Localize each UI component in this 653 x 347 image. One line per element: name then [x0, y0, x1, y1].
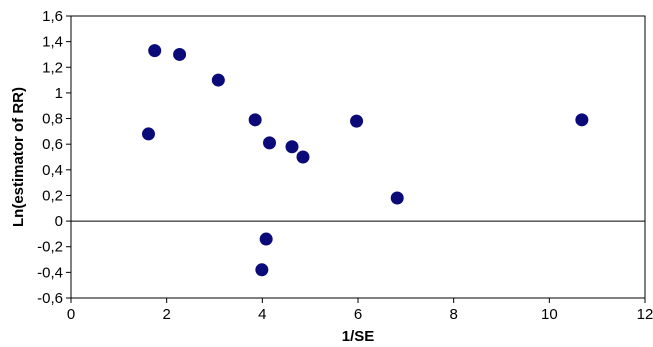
y-axis-ticks: -0,6 -0,4 -0,2 0 0,2 0,4 0,6 0,8 1 1,2 1,4 1,6 — [37, 8, 71, 307]
y-tick-label: 1 — [55, 85, 63, 102]
data-point — [255, 263, 269, 277]
data-point — [263, 136, 277, 150]
x-tick-label: 4 — [258, 306, 266, 323]
data-point — [285, 140, 299, 154]
y-axis-title: Ln(estimator of RR) — [10, 87, 27, 227]
y-tick-label: 0 — [55, 213, 63, 230]
y-tick-label: 1,6 — [42, 8, 63, 25]
x-tick-label: 10 — [541, 306, 558, 323]
data-point — [248, 113, 262, 127]
x-tick-label: 6 — [354, 306, 362, 323]
x-tick-label: 0 — [67, 306, 75, 323]
y-tick-label: -0,6 — [37, 290, 63, 307]
y-tick-label: 0,8 — [42, 111, 63, 128]
x-tick-label: 12 — [637, 306, 653, 323]
y-tick-label: 0,2 — [42, 187, 63, 204]
data-point — [211, 73, 225, 87]
data-point — [173, 47, 187, 61]
data-point — [148, 44, 162, 58]
data-point — [141, 127, 155, 141]
y-tick-label: 1,4 — [42, 34, 63, 51]
y-tick-label: 0,6 — [42, 136, 63, 153]
data-point — [259, 232, 273, 246]
data-point — [350, 114, 364, 128]
data-points — [141, 44, 589, 277]
data-point — [575, 113, 589, 127]
x-axis-title: 1/SE — [342, 328, 375, 345]
data-point — [296, 150, 310, 164]
y-tick-label: -0,4 — [37, 264, 63, 281]
y-tick-label: 1,2 — [42, 59, 63, 76]
y-tick-label: -0,2 — [37, 239, 63, 256]
x-tick-label: 8 — [449, 306, 457, 323]
x-axis-ticks: 0 2 4 6 8 10 12 — [67, 298, 653, 323]
plot-area-frame — [70, 15, 646, 299]
data-point — [390, 191, 404, 205]
y-tick-label: 0,4 — [42, 162, 63, 179]
x-tick-label: 2 — [162, 306, 170, 323]
